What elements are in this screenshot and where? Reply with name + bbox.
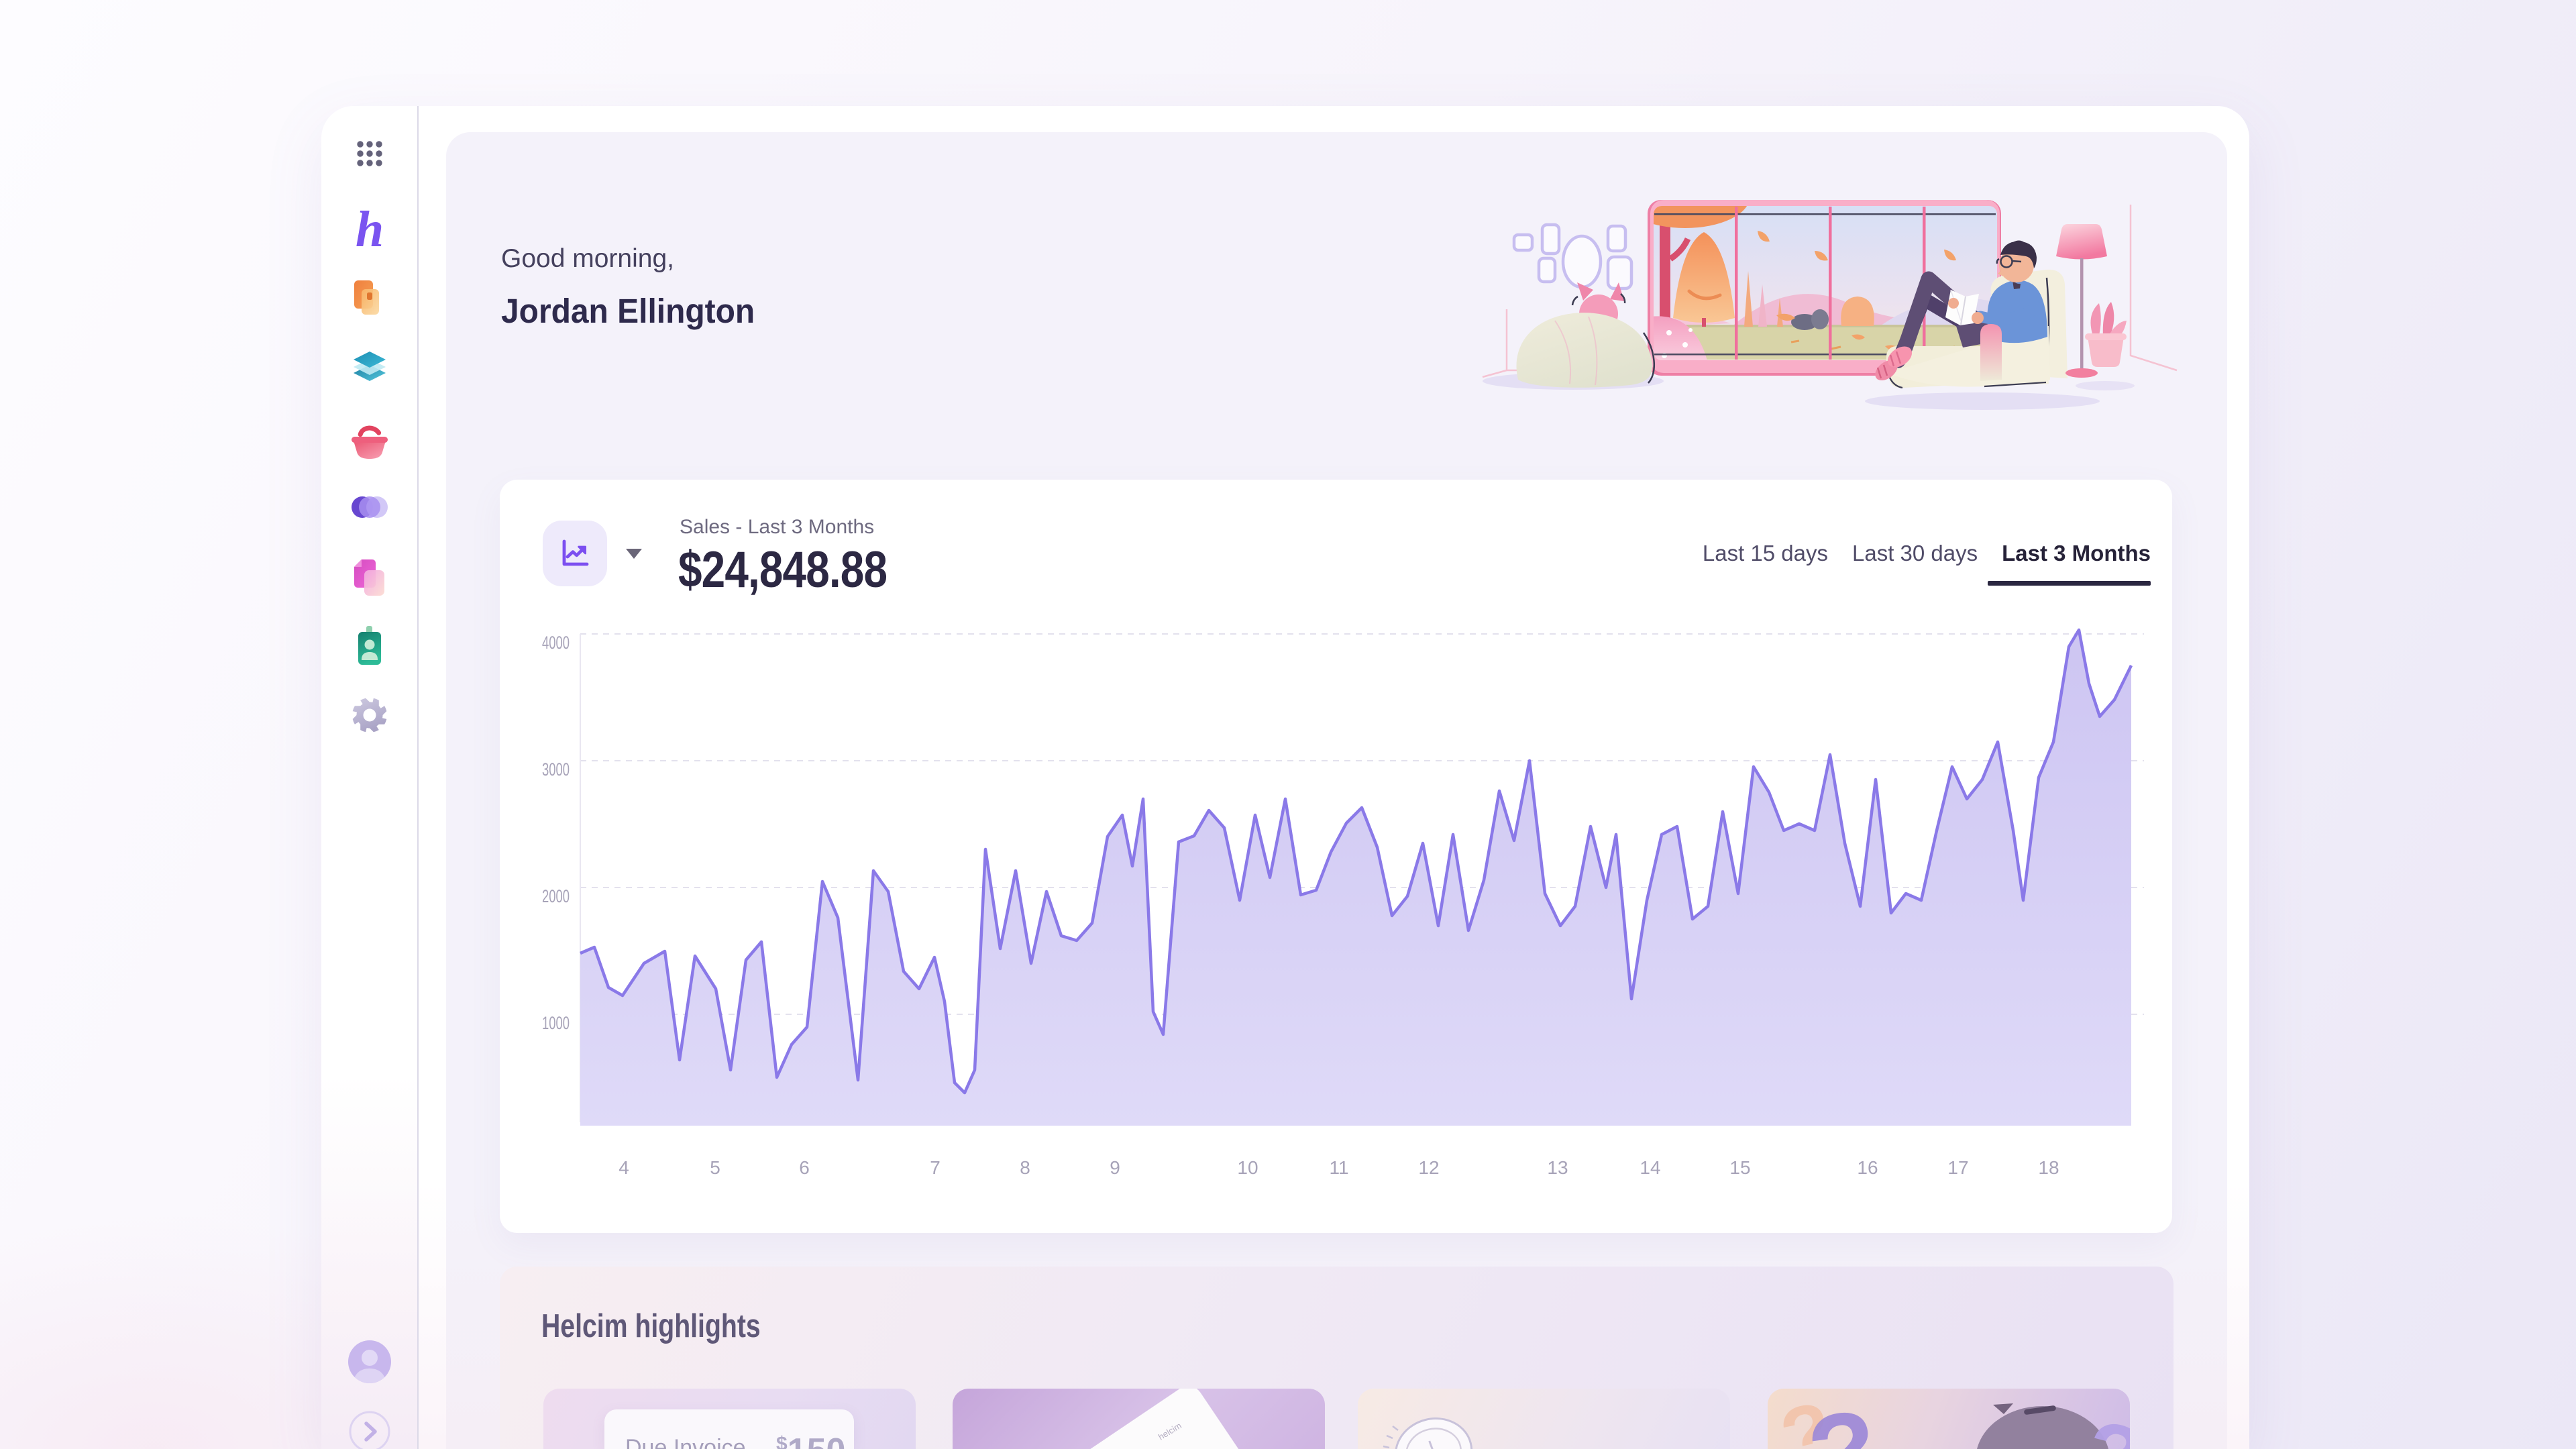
svg-text:4: 4 (619, 1157, 629, 1178)
svg-text:14: 14 (1640, 1157, 1660, 1178)
svg-text:6: 6 (799, 1157, 810, 1178)
svg-text:1000: 1000 (542, 1013, 570, 1033)
svg-text:16: 16 (1857, 1157, 1878, 1178)
svg-text:17: 17 (1947, 1157, 1968, 1178)
svg-text:10: 10 (1237, 1157, 1258, 1178)
svg-text:?: ? (1799, 1389, 1887, 1449)
svg-text:13: 13 (1547, 1157, 1568, 1178)
svg-text:3000: 3000 (542, 759, 570, 780)
svg-text:8: 8 (1020, 1157, 1030, 1178)
svg-text:2000: 2000 (542, 886, 570, 906)
svg-text:15: 15 (1729, 1157, 1750, 1178)
svg-text:18: 18 (2038, 1157, 2059, 1178)
svg-text:11: 11 (1329, 1157, 1348, 1178)
svg-text:12: 12 (1418, 1157, 1439, 1178)
svg-text:5: 5 (710, 1157, 720, 1178)
svg-text:4000: 4000 (542, 633, 570, 653)
svg-text:7: 7 (930, 1157, 941, 1178)
svg-text:9: 9 (1110, 1157, 1120, 1178)
